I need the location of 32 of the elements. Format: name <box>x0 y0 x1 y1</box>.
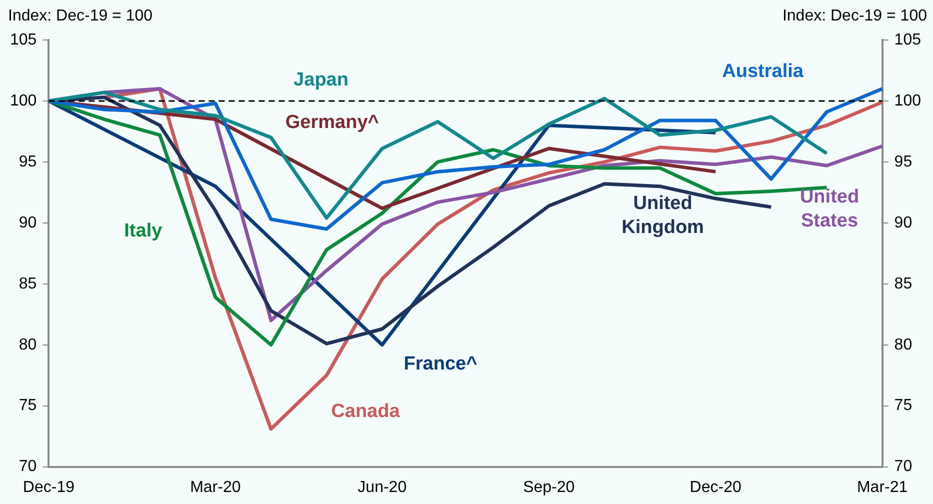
series-label: Australia <box>722 60 804 82</box>
y2-tick-label: 80 <box>894 336 912 354</box>
y2-axis-title: Index: Dec-19 = 100 <box>782 7 928 24</box>
y-tick-label: 80 <box>18 336 37 354</box>
series-label: United Kingdom <box>622 192 704 238</box>
x-tick-label: Jun-20 <box>358 478 407 496</box>
series-label: Canada <box>331 401 400 422</box>
y2-tick-label: 105 <box>894 31 922 48</box>
series-label: France^ <box>404 354 478 375</box>
series-label: United States <box>800 186 860 232</box>
text: Japan <box>294 69 348 90</box>
y-tick-label: 70 <box>18 458 37 476</box>
y2-tick-label: 75 <box>894 397 912 414</box>
y2-tick-label: 85 <box>894 275 912 292</box>
y-tick-label: 95 <box>18 153 37 170</box>
y-tick-label: 100 <box>10 92 37 110</box>
y2-tick-label: 100 <box>894 92 922 110</box>
y-tick-label: 90 <box>18 214 37 232</box>
x-tick-label: Mar-20 <box>190 478 241 496</box>
y-tick-label: 105 <box>10 31 37 48</box>
y-tick-label: 75 <box>18 397 37 414</box>
x-tick-label: Sep-20 <box>523 478 575 496</box>
series-label: Italy <box>124 220 163 242</box>
series-label: Germany^ <box>285 112 379 134</box>
x-tick-label: Dec-20 <box>690 478 742 496</box>
y2-tick-label: 90 <box>894 214 912 232</box>
y2-tick-label: 95 <box>894 153 912 170</box>
y-axis-title: Index: Dec-19 = 100 <box>8 7 153 24</box>
x-tick-label: Dec-19 <box>22 478 75 496</box>
x-tick-label: Mar-21 <box>856 478 908 496</box>
y-tick-label: 85 <box>18 275 37 292</box>
y2-tick-label: 70 <box>894 458 912 476</box>
